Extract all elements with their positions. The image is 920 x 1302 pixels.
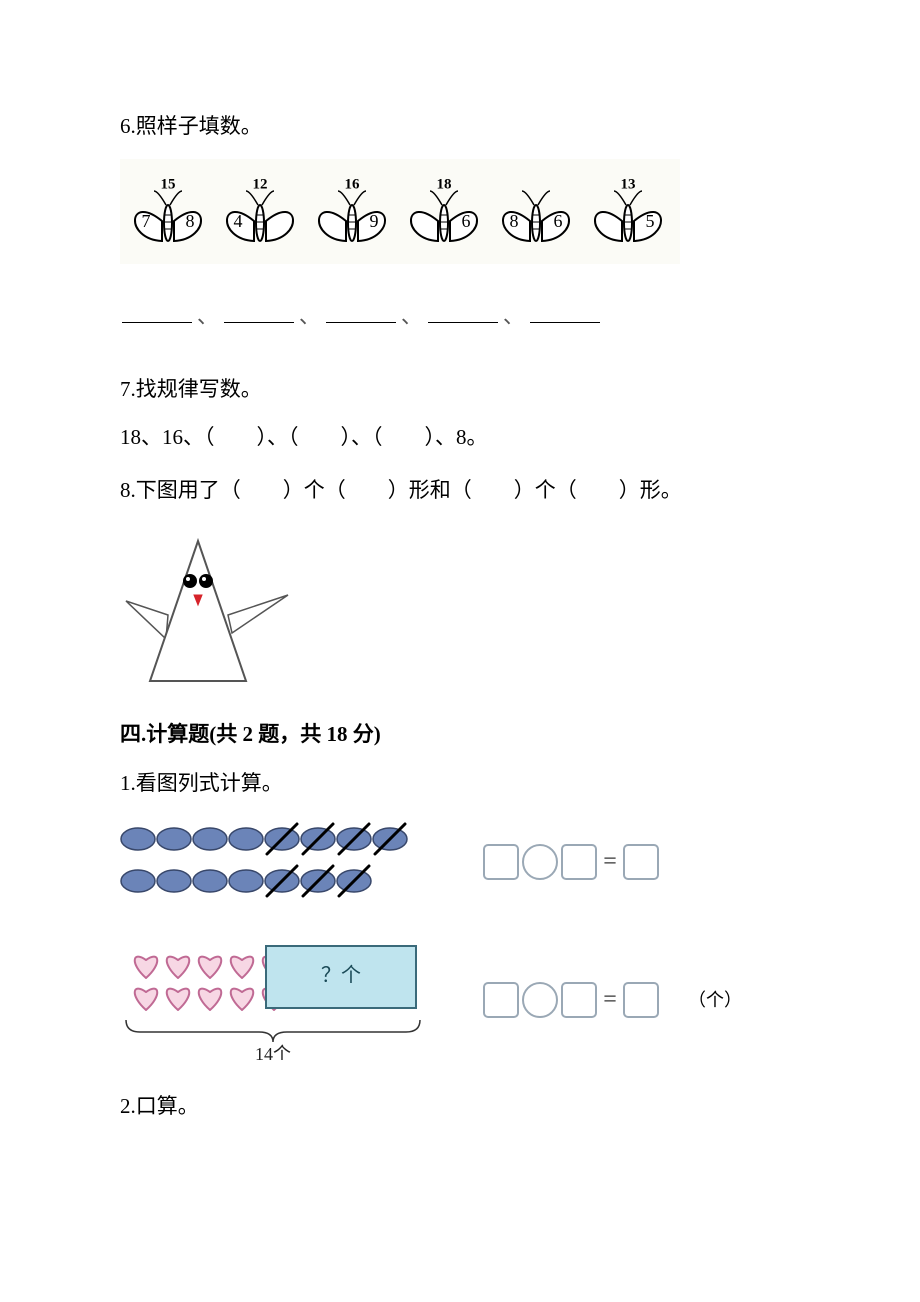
svg-text:6: 6 [554, 211, 563, 231]
svg-text:5: 5 [646, 211, 655, 231]
s4-question-1: 1.看图列式计算。 = ？个 14个 = （个） [120, 767, 800, 1061]
section-4-title: 四.计算题(共 2 题，共 18 分) [120, 718, 800, 752]
s4-question-2: 2.口算。 [120, 1090, 800, 1124]
svg-text:9: 9 [370, 211, 379, 231]
svg-text:8: 8 [510, 211, 519, 231]
s4-q1-row2: ？个 14个 = （个） [120, 940, 800, 1060]
question-7-sequence: 18、16、（ ）、（ ）、（ ）、8。 [120, 421, 800, 455]
butterflies-svg: 15 7 8 12 4 16 9 18 6 8 6 13 5 [120, 159, 680, 264]
svg-text:18: 18 [437, 176, 452, 192]
triangle-figure-svg [120, 523, 300, 693]
question-6-label: 6.照样子填数。 [120, 110, 800, 144]
separator: 、 [401, 304, 423, 328]
svg-text:8: 8 [186, 211, 195, 231]
separator: 、 [197, 304, 219, 328]
svg-text:16: 16 [345, 176, 361, 192]
svg-text:4: 4 [234, 211, 243, 231]
s4-q2-label: 2.口算。 [120, 1090, 800, 1124]
ellipses-svg [120, 815, 440, 910]
question-7: 7.找规律写数。 18、16、（ ）、（ ）、（ ）、8。 [120, 373, 800, 454]
q6-figure: 15 7 8 12 4 16 9 18 6 8 6 13 5 [120, 159, 800, 264]
svg-text:=: = [603, 986, 617, 1012]
hearts-svg: ？个 14个 [120, 940, 440, 1060]
question-6: 6.照样子填数。 15 7 8 12 4 16 9 18 6 8 6 13 5 、 、 、 、 [120, 110, 800, 333]
q8-figure [120, 523, 800, 693]
answer-blank[interactable] [530, 299, 600, 323]
s4-q1-row1: = [120, 815, 800, 910]
svg-text:6: 6 [462, 211, 471, 231]
unit-suffix: （个） [688, 986, 742, 1015]
s4-q1-label: 1.看图列式计算。 [120, 767, 800, 801]
question-8-label: 8.下图用了（ ）个（ ）形和（ ）个（ ）形。 [120, 474, 800, 508]
svg-text:15: 15 [161, 176, 176, 192]
answer-blank[interactable] [428, 299, 498, 323]
separator: 、 [503, 304, 525, 328]
svg-text:12: 12 [253, 176, 268, 192]
question-7-label: 7.找规律写数。 [120, 373, 800, 407]
svg-text:13: 13 [621, 176, 636, 192]
answer-blank[interactable] [224, 299, 294, 323]
separator: 、 [299, 304, 321, 328]
q6-answer-blanks: 、 、 、 、 [120, 299, 800, 334]
equation-boxes-1: = [480, 835, 680, 890]
answer-blank[interactable] [326, 299, 396, 323]
equation-boxes-2: = [480, 973, 680, 1028]
svg-text:7: 7 [142, 211, 151, 231]
question-8: 8.下图用了（ ）个（ ）形和（ ）个（ ）形。 [120, 474, 800, 693]
svg-text:=: = [603, 849, 617, 875]
svg-text:？个: ？个 [321, 964, 361, 987]
svg-text:14个: 14个 [255, 1044, 291, 1060]
answer-blank[interactable] [122, 299, 192, 323]
